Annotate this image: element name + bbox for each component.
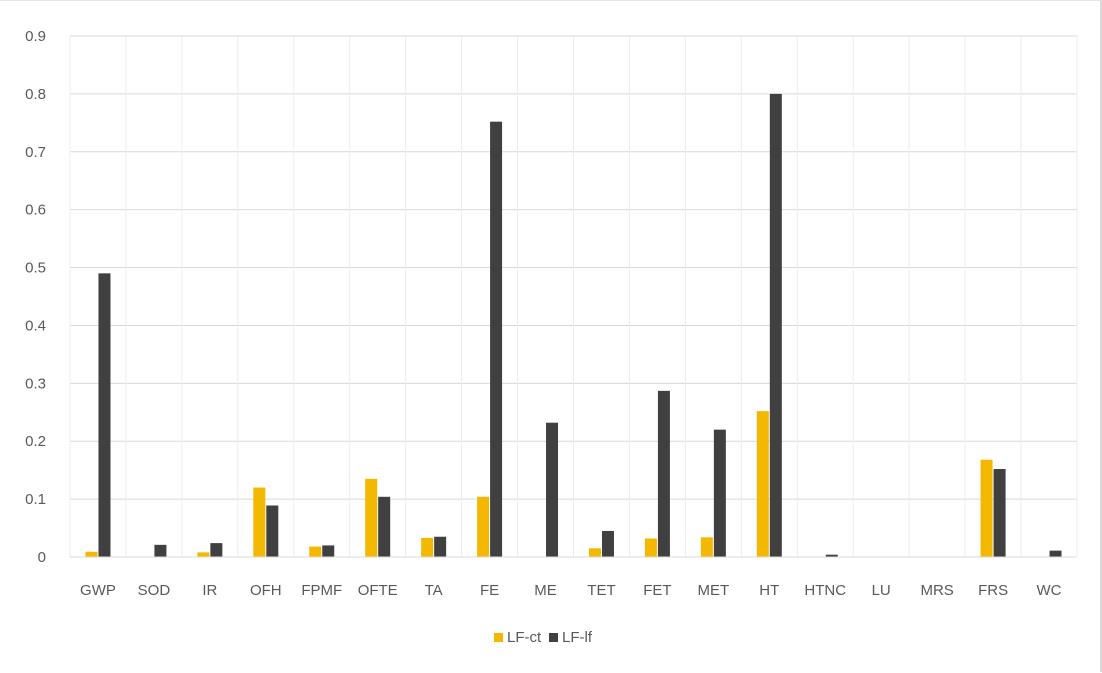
bar-lf-lf-tet <box>601 530 614 557</box>
bar-lf-ct-fpmf <box>309 546 322 557</box>
bar-lf-lf-gwp <box>98 273 111 557</box>
y-tick-label: 0.1 <box>25 491 46 508</box>
bar-lf-ct-gwp <box>85 551 98 557</box>
bar-lf-lf-met <box>713 429 726 557</box>
y-tick-label: 0.9 <box>25 28 46 45</box>
y-tick-label: 0.6 <box>25 202 46 219</box>
bar-lf-lf-htnc <box>825 554 838 557</box>
bar-lf-ct-ofh <box>253 487 266 557</box>
x-tick-label: MET <box>698 582 730 599</box>
legend: LF-ct LF-lf <box>494 629 593 646</box>
x-tick-label: OFH <box>250 582 282 599</box>
bar-lf-lf-wc <box>1049 550 1062 557</box>
y-tick-label: 0.2 <box>25 433 46 450</box>
bar-lf-ct-fet <box>644 538 657 557</box>
bar-lf-ct-met <box>700 537 713 557</box>
bars <box>85 93 1062 558</box>
x-tick-label: MRS <box>920 582 953 599</box>
y-tick-label: 0.7 <box>25 144 46 161</box>
y-tick-label: 0.4 <box>25 317 46 334</box>
bar-lf-lf-sod <box>154 544 167 557</box>
bar-lf-lf-fpmf <box>322 545 335 557</box>
legend-swatch-lf-ct <box>494 633 503 642</box>
x-tick-label: FPMF <box>301 582 342 599</box>
x-tick-label: TA <box>425 582 443 599</box>
bar-lf-ct-fe <box>477 496 490 557</box>
y-tick-label: 0.5 <box>25 260 46 277</box>
bar-lf-ct-ofte <box>365 478 378 557</box>
x-tick-label: FRS <box>978 582 1008 599</box>
x-tick-label: GWP <box>80 582 116 599</box>
x-tick-label: FE <box>480 582 499 599</box>
bar-lf-lf-frs <box>993 469 1006 557</box>
bar-lf-ct-tet <box>588 548 601 557</box>
bar-lf-lf-ht <box>769 93 782 557</box>
gridlines <box>69 35 1078 557</box>
legend-label-lf-lf: LF-lf <box>562 629 593 646</box>
x-axis-tick-labels: GWP SOD IR OFH FPMF OFTE TA FE ME TET FET MET HT HTNC… <box>80 582 1062 599</box>
y-tick-label: 0 <box>38 549 46 566</box>
legend-swatch-lf-lf <box>549 633 558 642</box>
bar-lf-lf-ir <box>210 543 223 557</box>
x-tick-label: SOD <box>138 582 171 599</box>
legend-label-lf-ct: LF-ct <box>507 629 542 646</box>
x-tick-label: WC <box>1037 582 1062 599</box>
x-tick-label: TET <box>587 582 615 599</box>
bar-lf-ct-ta <box>421 537 434 557</box>
x-tick-label: IR <box>202 582 217 599</box>
x-tick-label: HTNC <box>804 582 846 599</box>
bar-lf-lf-ofte <box>378 496 391 557</box>
x-tick-label: LU <box>872 582 891 599</box>
bar-lf-lf-ofh <box>266 505 279 557</box>
bar-lf-ct-frs <box>980 459 993 557</box>
bar-lf-ct-ht <box>756 411 769 557</box>
x-tick-label: FET <box>643 582 671 599</box>
bar-lf-ct-ir <box>197 552 210 557</box>
x-tick-label: ME <box>534 582 557 599</box>
bar-lf-lf-ta <box>434 536 447 557</box>
y-axis-tick-labels: 0 0.1 0.2 0.3 0.4 0.5 0.6 0.7 0.8 0.9 <box>25 28 46 566</box>
x-tick-label: OFTE <box>358 582 398 599</box>
y-tick-label: 0.8 <box>25 86 46 103</box>
bar-lf-lf-me <box>546 422 559 557</box>
y-tick-label: 0.3 <box>25 375 46 392</box>
x-tick-label: HT <box>759 582 779 599</box>
bar-lf-lf-fe <box>490 121 503 558</box>
bar-lf-lf-fet <box>657 390 670 557</box>
